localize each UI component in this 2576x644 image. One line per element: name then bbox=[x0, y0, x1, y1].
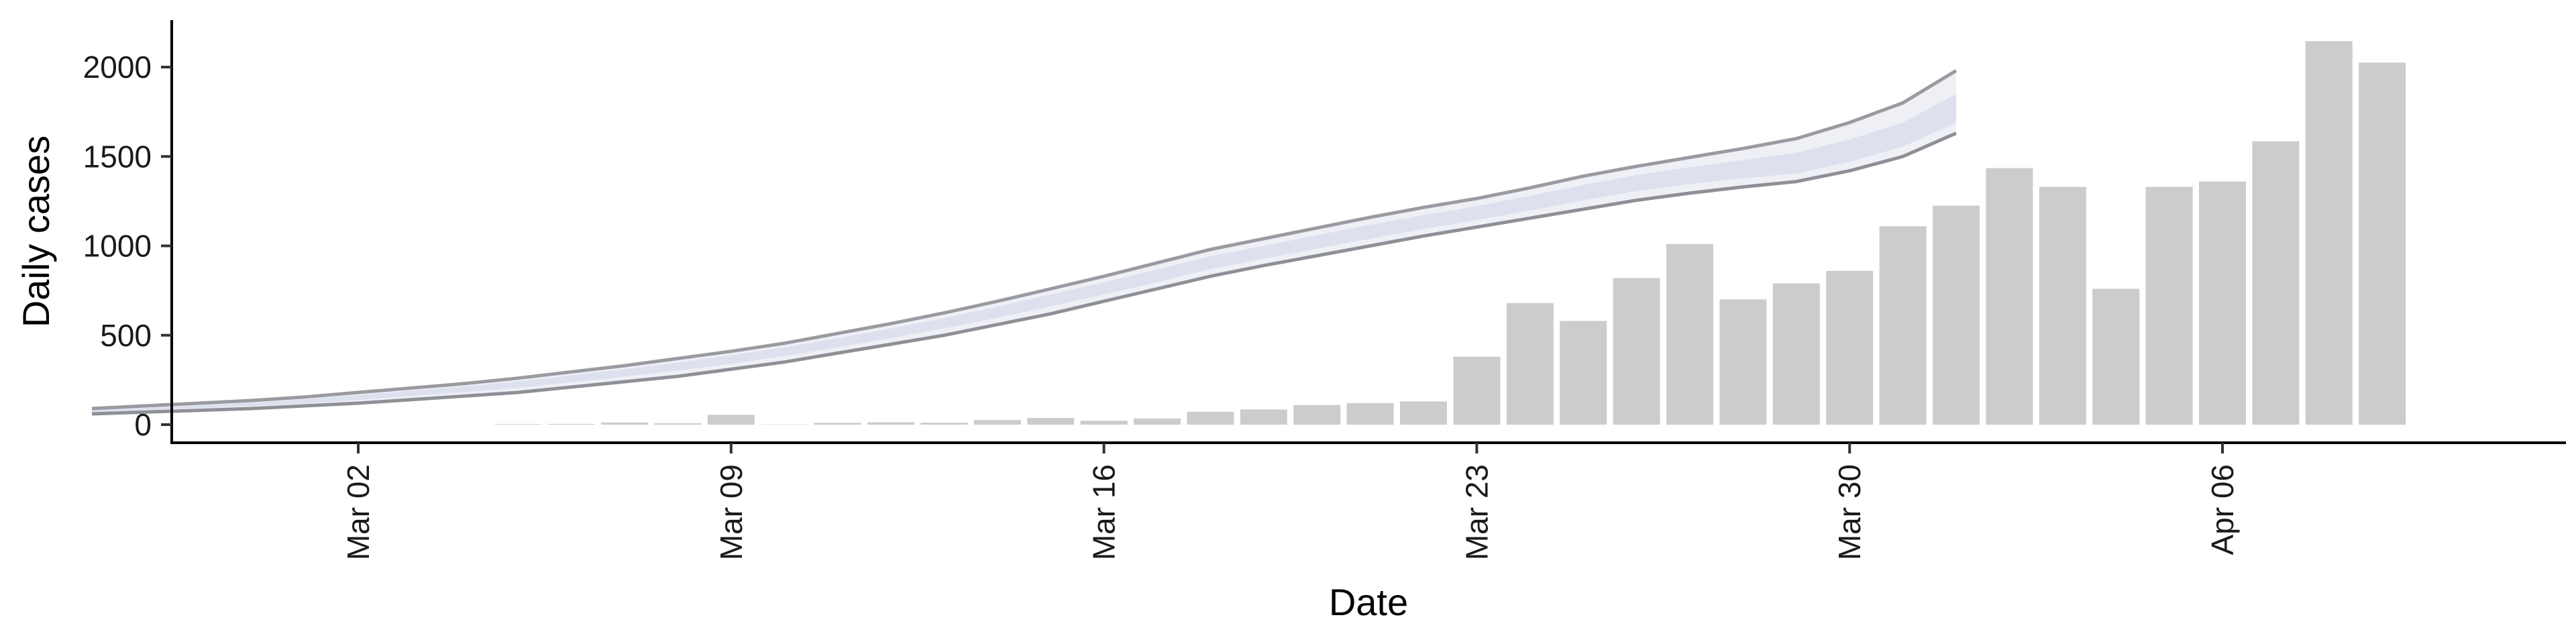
bar-2020-03-20 bbox=[1293, 405, 1341, 425]
bar-2020-03-28 bbox=[1719, 299, 1767, 425]
y-tick-label-1000: 1000 bbox=[83, 229, 152, 264]
bar-2020-03-30 bbox=[1826, 270, 1874, 425]
forecast-upper-line bbox=[91, 69, 1957, 411]
bar-2020-03-12 bbox=[867, 422, 914, 425]
bar-2020-03-19 bbox=[1240, 409, 1287, 425]
bar-2020-03-31 bbox=[1879, 226, 1927, 425]
forecast-layer bbox=[91, 69, 1957, 416]
bar-2020-03-16 bbox=[1080, 421, 1128, 425]
bar-2020-03-05 bbox=[494, 424, 542, 425]
bar-2020-03-27 bbox=[1666, 244, 1713, 425]
bar-2020-03-24 bbox=[1506, 303, 1554, 425]
bar-2020-03-18 bbox=[1187, 411, 1234, 425]
bar-2020-04-02 bbox=[1986, 168, 2033, 425]
x-tick-label-Mar 30: Mar 30 bbox=[1832, 464, 1867, 560]
bar-2020-04-03 bbox=[2039, 186, 2086, 425]
x-tick-label-Mar 09: Mar 09 bbox=[714, 464, 749, 560]
bar-2020-03-25 bbox=[1560, 321, 1607, 425]
y-axis-title: Daily cases bbox=[15, 136, 57, 327]
axes-layer bbox=[170, 20, 2566, 444]
bar-2020-03-21 bbox=[1346, 403, 1394, 425]
bar-2020-03-09 bbox=[707, 415, 755, 425]
bar-2020-03-07 bbox=[601, 422, 648, 425]
bar-2020-03-06 bbox=[547, 423, 595, 425]
bar-2020-04-05 bbox=[2145, 186, 2193, 425]
bar-2020-03-14 bbox=[973, 420, 1021, 425]
bars-layer bbox=[494, 41, 2406, 425]
bar-2020-04-08 bbox=[2305, 41, 2353, 425]
bar-2020-03-15 bbox=[1027, 417, 1075, 425]
bar-2020-04-04 bbox=[2092, 288, 2140, 425]
bar-2020-03-26 bbox=[1613, 278, 1660, 425]
bar-2020-03-29 bbox=[1772, 283, 1820, 425]
bar-2020-04-06 bbox=[2199, 181, 2246, 425]
y-tick-label-1500: 1500 bbox=[83, 139, 152, 174]
y-tick-label-500: 500 bbox=[100, 318, 152, 353]
bar-2020-03-23 bbox=[1453, 356, 1501, 425]
bar-2020-04-01 bbox=[1933, 205, 1980, 425]
y-tick-label-0: 0 bbox=[134, 407, 152, 442]
x-tick-label-Mar 16: Mar 16 bbox=[1087, 464, 1122, 560]
x-tick-label-Mar 23: Mar 23 bbox=[1459, 464, 1494, 560]
bar-2020-04-07 bbox=[2252, 141, 2300, 425]
ticks-layer: 0 500 1000 1500 2000 Mar 02 Mar 09 Mar 16 Mar 23… bbox=[83, 50, 2240, 560]
x-axis-title: Date bbox=[1329, 581, 1408, 623]
x-tick-label-Mar 02: Mar 02 bbox=[341, 464, 376, 560]
bar-2020-03-11 bbox=[814, 423, 861, 425]
bar-2020-03-08 bbox=[654, 423, 702, 425]
bar-2020-04-09 bbox=[2359, 62, 2406, 425]
bar-2020-03-17 bbox=[1134, 418, 1181, 425]
forecast-lower-line bbox=[91, 131, 1957, 416]
bar-2020-03-13 bbox=[920, 423, 968, 425]
x-tick-label-Apr 06: Apr 06 bbox=[2205, 464, 2240, 555]
y-tick-label-2000: 2000 bbox=[83, 50, 152, 85]
bar-2020-03-22 bbox=[1400, 401, 1447, 425]
